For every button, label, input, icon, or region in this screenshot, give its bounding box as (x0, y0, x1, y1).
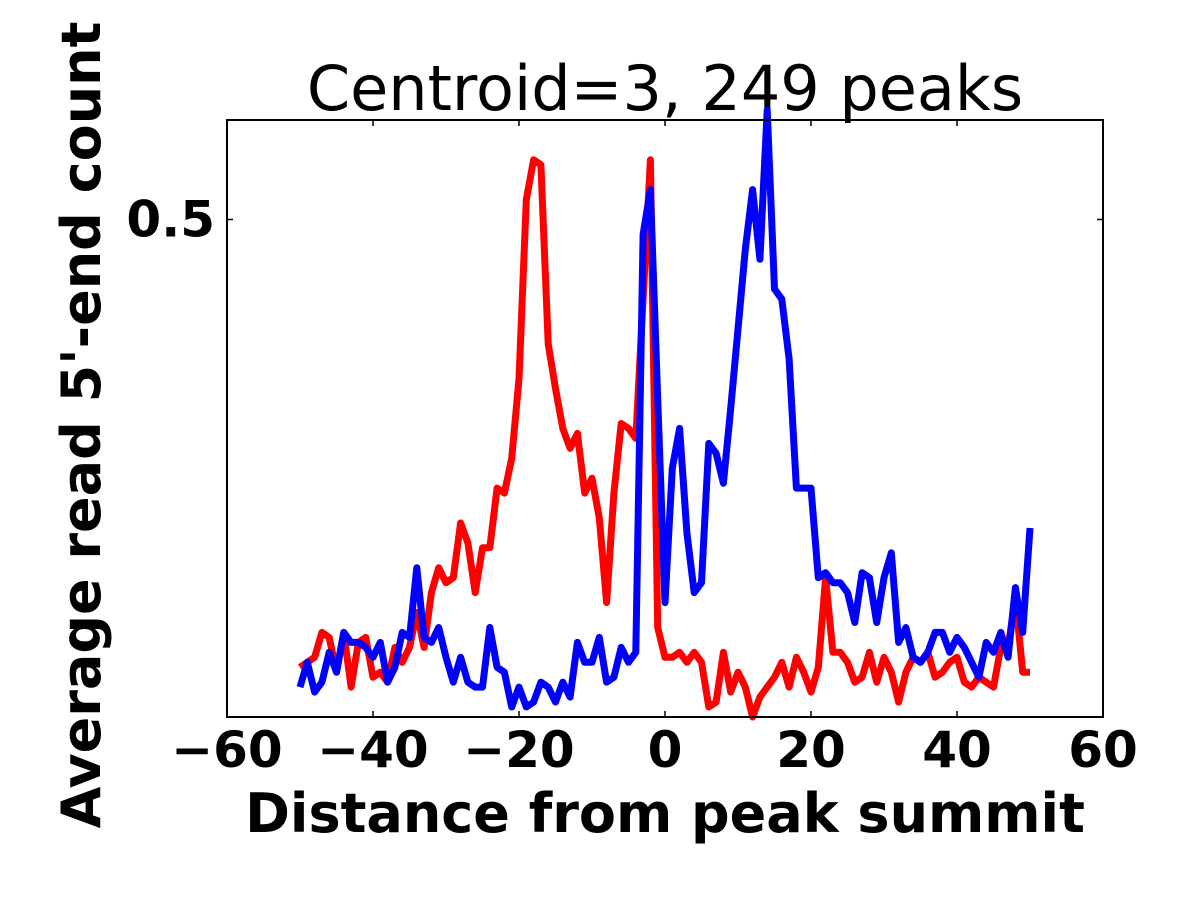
chart-title: Centroid=3, 249 peaks (307, 52, 1023, 125)
y-axis-label: Average read 5'-end count (50, 22, 113, 829)
series-line-1 (296, 106, 1034, 711)
x-tick-label: 20 (776, 721, 846, 779)
tick-layer: −60 −40 −20 0 20 40 60 0.5 (126, 120, 1138, 779)
x-tick-label: 0 (648, 721, 683, 779)
x-tick-label: −40 (317, 721, 428, 779)
x-tick-label: −20 (463, 721, 574, 779)
y-tick-label: 0.5 (126, 191, 215, 249)
x-tick-label: −60 (171, 721, 282, 779)
x-axis-label: Distance from peak summit (245, 782, 1085, 845)
series-layer (296, 106, 1034, 721)
x-tick-label: 60 (1068, 721, 1138, 779)
plot-frame (226, 119, 1104, 718)
x-tick-label: 40 (922, 721, 992, 779)
